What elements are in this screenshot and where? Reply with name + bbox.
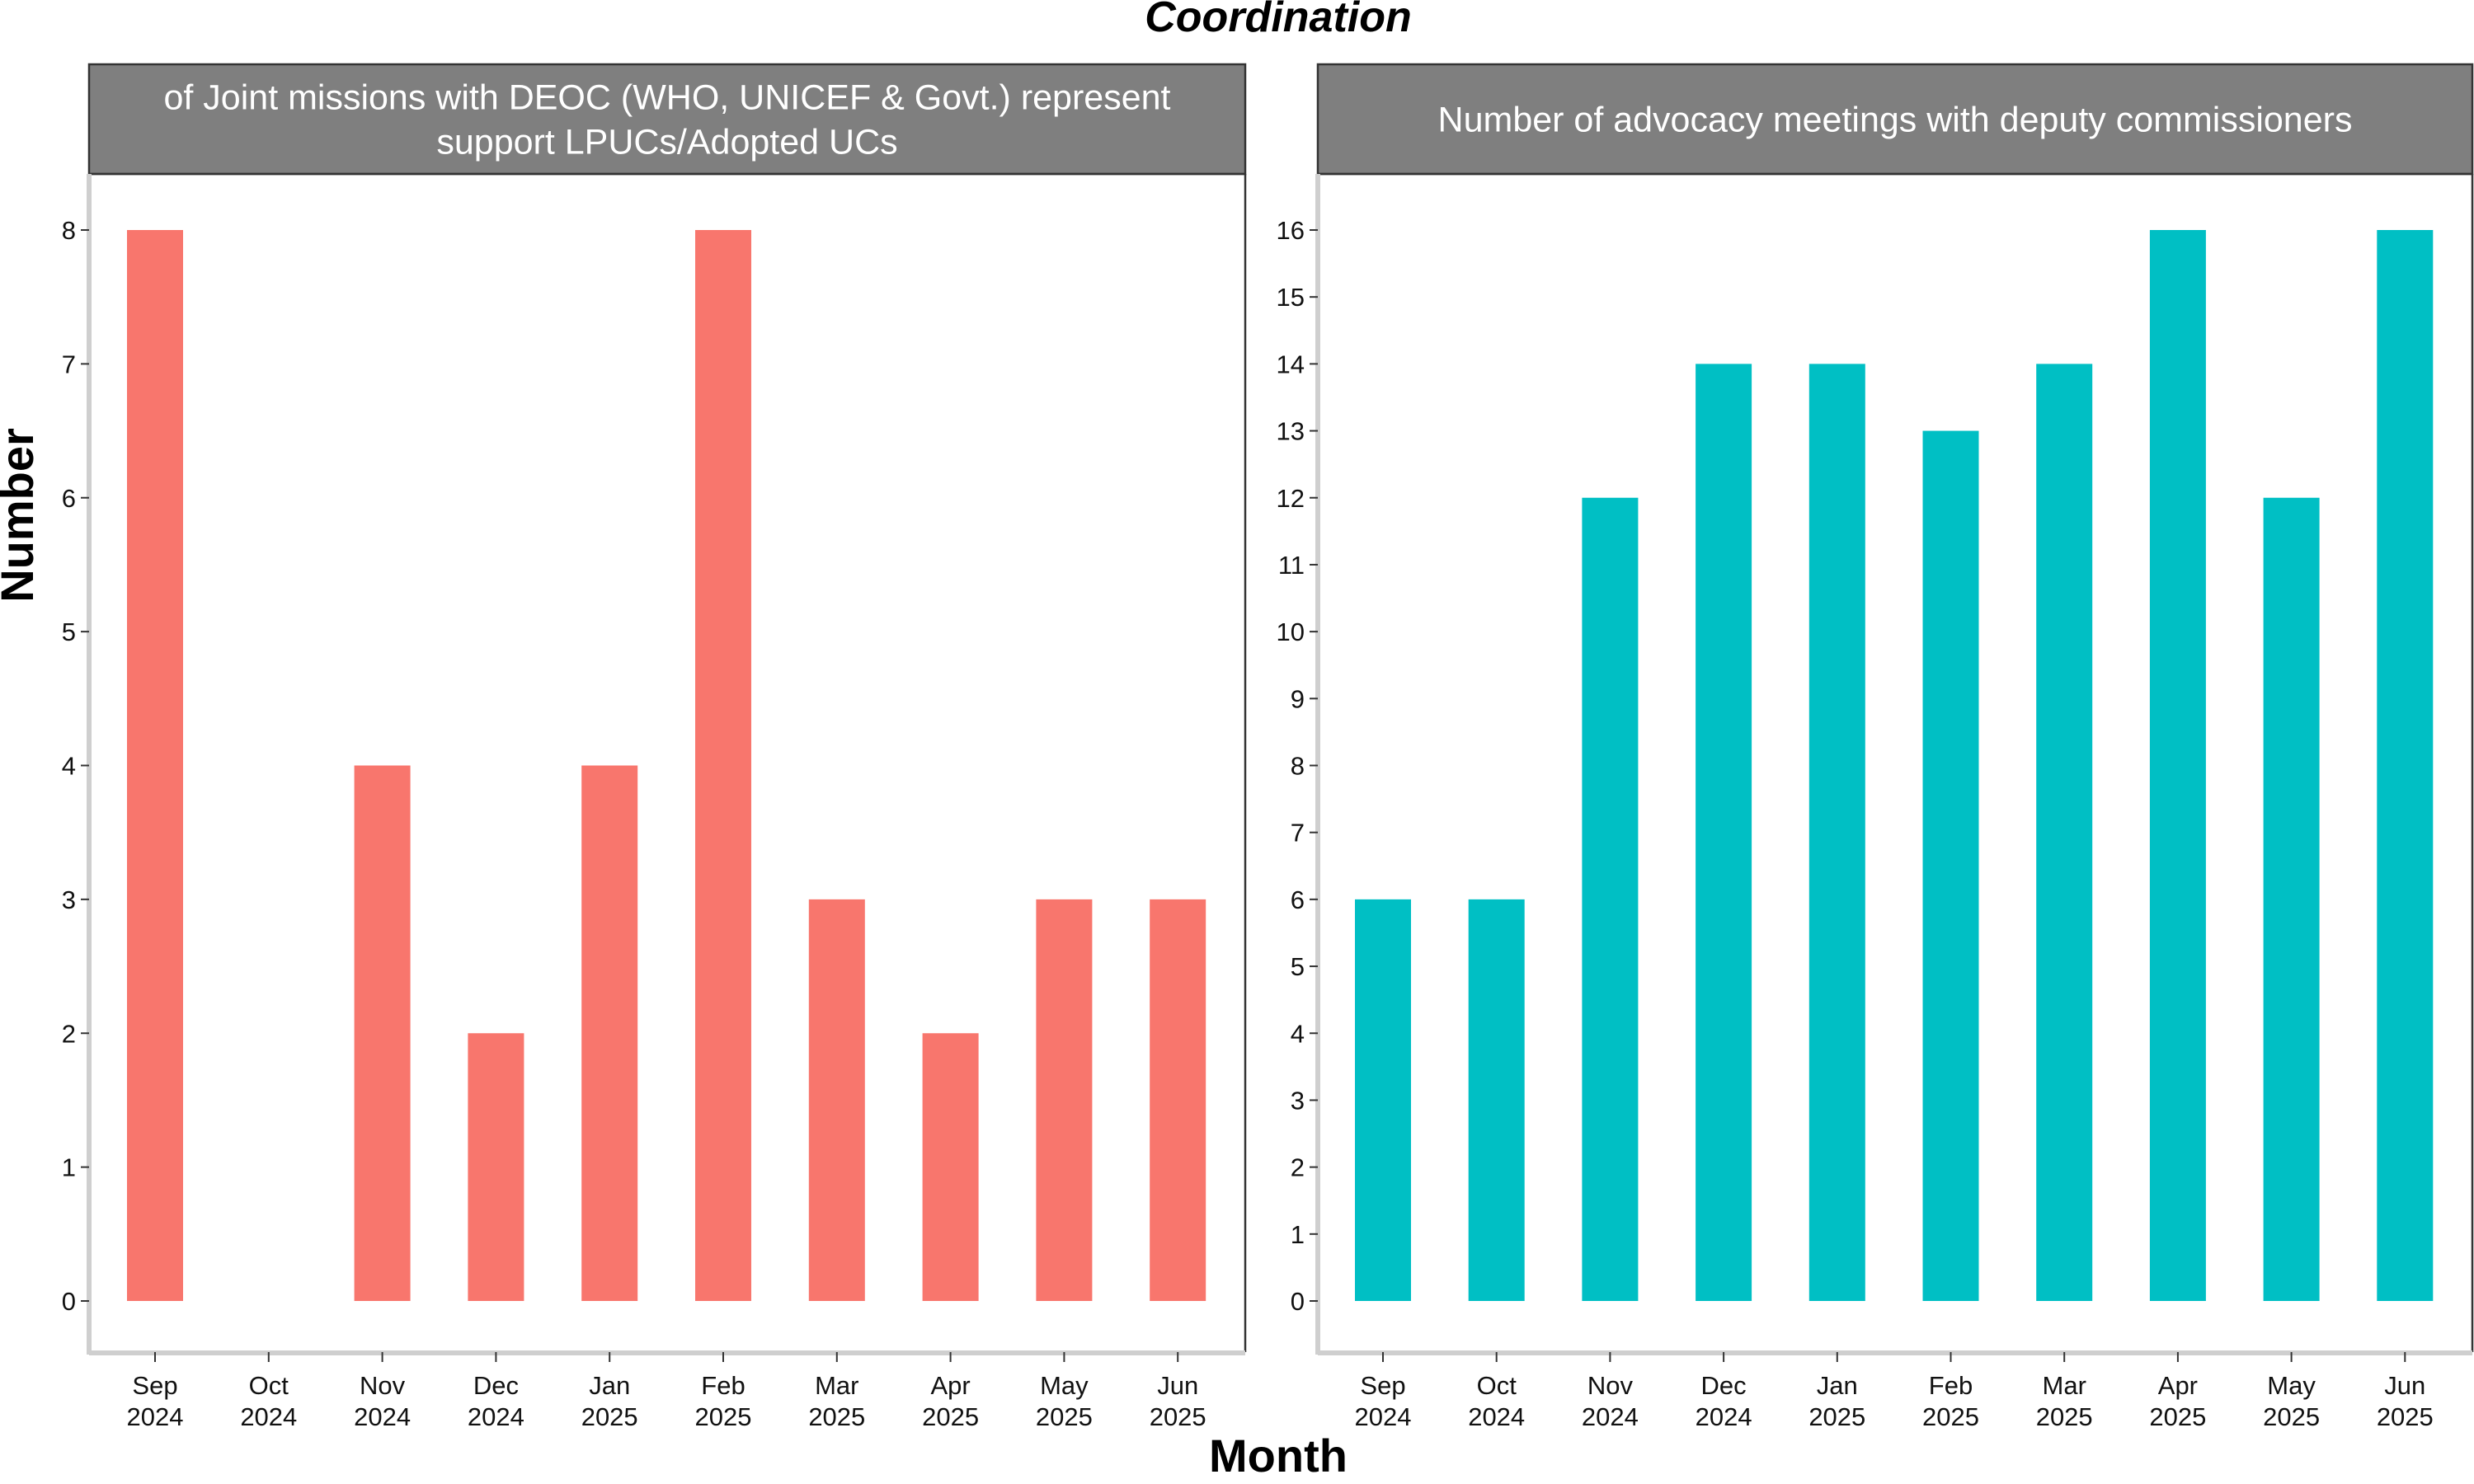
bar-mar-2025 — [808, 899, 865, 1301]
x-tick-label: Jun — [1157, 1371, 1198, 1400]
y-tick-label: 5 — [1291, 952, 1305, 981]
bar-jun-2025 — [1150, 899, 1206, 1301]
bar-nov-2024 — [354, 765, 411, 1301]
bar-dec-2024 — [1696, 364, 1752, 1301]
facet-title-line: Number of advocacy meetings with deputy … — [1438, 101, 2353, 140]
x-tick-label: 2025 — [695, 1402, 752, 1431]
x-tick-label: May — [2267, 1371, 2316, 1400]
y-tick-label: 6 — [62, 484, 76, 513]
y-tick-label: 8 — [62, 216, 76, 245]
facet-strip — [87, 63, 1247, 176]
x-tick-label: 2025 — [1922, 1402, 1979, 1431]
y-tick-label: 1 — [1291, 1220, 1305, 1249]
x-tick-label: 2024 — [1355, 1402, 1412, 1431]
x-tick-label: Jan — [1817, 1371, 1858, 1400]
x-tick-label: Nov — [1587, 1371, 1634, 1400]
bar-feb-2025 — [1922, 430, 1979, 1301]
bar-oct-2024 — [1468, 899, 1525, 1301]
bar-jun-2025 — [2377, 230, 2434, 1301]
x-tick-label: 2024 — [468, 1402, 524, 1431]
y-tick-label: 13 — [1277, 417, 1305, 446]
x-tick-label: 2025 — [2149, 1402, 2206, 1431]
y-tick-label: 2 — [62, 1019, 76, 1048]
y-tick-label: 6 — [1291, 885, 1305, 914]
x-tick-label: 2025 — [2263, 1402, 2320, 1431]
x-tick-label: Feb — [1929, 1371, 1973, 1400]
y-tick-label: 15 — [1277, 283, 1305, 312]
x-tick-label: Oct — [1477, 1371, 1517, 1400]
x-tick-label: 2024 — [1468, 1402, 1525, 1431]
x-tick-label: Mar — [2043, 1371, 2086, 1400]
x-tick-label: 2025 — [2377, 1402, 2434, 1431]
x-tick-label: Feb — [701, 1371, 745, 1400]
chart-panel-2: Number of advocacy meetings with deputy … — [1277, 63, 2474, 1431]
x-tick-label: 2025 — [1036, 1402, 1093, 1431]
y-tick-label: 10 — [1277, 618, 1305, 646]
x-tick-label: May — [1040, 1371, 1089, 1400]
bar-apr-2025 — [922, 1033, 979, 1301]
facet-title-line: support LPUCs/Adopted UCs — [436, 123, 897, 162]
x-tick-label: Jun — [2384, 1371, 2425, 1400]
y-tick-label: 8 — [1291, 752, 1305, 781]
x-tick-label: 2025 — [922, 1402, 979, 1431]
facet-title-line: of Joint missions with DEOC (WHO, UNICEF… — [164, 78, 1171, 118]
bar-sep-2024 — [127, 230, 183, 1301]
x-tick-label: Apr — [930, 1371, 970, 1400]
bar-dec-2024 — [468, 1033, 524, 1301]
y-tick-label: 0 — [62, 1287, 76, 1316]
y-tick-label: 9 — [1291, 684, 1305, 713]
x-axis-title: Month — [1209, 1430, 1348, 1482]
y-tick-label: 4 — [62, 752, 76, 781]
x-tick-label: 2025 — [1808, 1402, 1865, 1431]
bar-may-2025 — [2263, 497, 2320, 1301]
x-tick-label: 2025 — [2036, 1402, 2093, 1431]
y-axis-title: Number — [0, 428, 43, 603]
y-tick-label: 1 — [62, 1153, 76, 1182]
y-tick-label: 7 — [1291, 819, 1305, 848]
y-tick-label: 5 — [62, 618, 76, 646]
chart-title: Coordination — [1145, 0, 1412, 41]
y-tick-label: 11 — [1278, 551, 1305, 580]
x-tick-label: 2024 — [240, 1402, 297, 1431]
bar-mar-2025 — [2036, 364, 2093, 1301]
y-tick-label: 12 — [1277, 484, 1305, 513]
x-tick-label: 2024 — [1582, 1402, 1639, 1431]
x-tick-label: Sep — [1360, 1371, 1405, 1400]
x-tick-label: Mar — [815, 1371, 858, 1400]
x-tick-label: Jan — [589, 1371, 630, 1400]
y-tick-label: 16 — [1277, 216, 1305, 245]
y-tick-label: 0 — [1291, 1287, 1305, 1316]
bar-jan-2025 — [1808, 364, 1865, 1301]
bar-apr-2025 — [2149, 230, 2206, 1301]
bar-may-2025 — [1036, 899, 1093, 1301]
bar-sep-2024 — [1355, 899, 1411, 1301]
bar-nov-2024 — [1582, 497, 1639, 1301]
y-tick-label: 14 — [1277, 350, 1305, 378]
x-tick-label: 2024 — [1696, 1402, 1752, 1431]
bar-jan-2025 — [581, 765, 638, 1301]
y-tick-label: 3 — [62, 885, 76, 914]
chart-panel-1: of Joint missions with DEOC (WHO, UNICEF… — [62, 63, 1247, 1431]
x-tick-label: 2025 — [1150, 1402, 1206, 1431]
x-tick-label: Dec — [473, 1371, 519, 1400]
bar-feb-2025 — [695, 230, 751, 1301]
x-tick-label: Apr — [2158, 1371, 2198, 1400]
x-tick-label: Oct — [249, 1371, 289, 1400]
x-tick-label: Nov — [360, 1371, 406, 1400]
x-tick-label: 2024 — [354, 1402, 411, 1431]
x-tick-label: 2024 — [127, 1402, 184, 1431]
x-tick-label: Dec — [1701, 1371, 1747, 1400]
chart-panels: of Joint missions with DEOC (WHO, UNICEF… — [62, 63, 2474, 1431]
y-tick-label: 3 — [1291, 1086, 1305, 1115]
y-tick-label: 7 — [62, 350, 76, 378]
y-tick-label: 2 — [1291, 1153, 1305, 1182]
x-tick-label: 2025 — [808, 1402, 865, 1431]
x-tick-label: Sep — [132, 1371, 177, 1400]
facet-strip — [1316, 63, 2474, 176]
x-tick-label: 2025 — [581, 1402, 638, 1431]
y-tick-label: 4 — [1291, 1019, 1305, 1048]
